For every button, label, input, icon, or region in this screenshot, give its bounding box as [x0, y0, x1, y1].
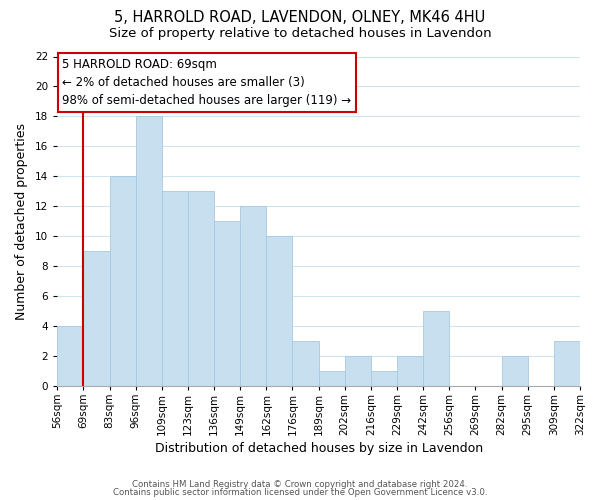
- Bar: [345, 356, 371, 386]
- Bar: [214, 221, 240, 386]
- Bar: [319, 371, 345, 386]
- Bar: [292, 341, 319, 386]
- Bar: [266, 236, 292, 386]
- Bar: [162, 192, 188, 386]
- Text: 5 HARROLD ROAD: 69sqm
← 2% of detached houses are smaller (3)
98% of semi-detach: 5 HARROLD ROAD: 69sqm ← 2% of detached h…: [62, 58, 352, 107]
- Bar: [83, 251, 110, 386]
- Bar: [371, 371, 397, 386]
- Y-axis label: Number of detached properties: Number of detached properties: [15, 122, 28, 320]
- Text: Size of property relative to detached houses in Lavendon: Size of property relative to detached ho…: [109, 28, 491, 40]
- Bar: [188, 192, 214, 386]
- Text: Contains public sector information licensed under the Open Government Licence v3: Contains public sector information licen…: [113, 488, 487, 497]
- Text: Contains HM Land Registry data © Crown copyright and database right 2024.: Contains HM Land Registry data © Crown c…: [132, 480, 468, 489]
- Bar: [240, 206, 266, 386]
- X-axis label: Distribution of detached houses by size in Lavendon: Distribution of detached houses by size …: [155, 442, 482, 455]
- Bar: [423, 311, 449, 386]
- Bar: [110, 176, 136, 386]
- Text: 5, HARROLD ROAD, LAVENDON, OLNEY, MK46 4HU: 5, HARROLD ROAD, LAVENDON, OLNEY, MK46 4…: [115, 10, 485, 25]
- Bar: [397, 356, 423, 386]
- Bar: [136, 116, 162, 386]
- Bar: [554, 341, 580, 386]
- Bar: [502, 356, 528, 386]
- Bar: [57, 326, 83, 386]
